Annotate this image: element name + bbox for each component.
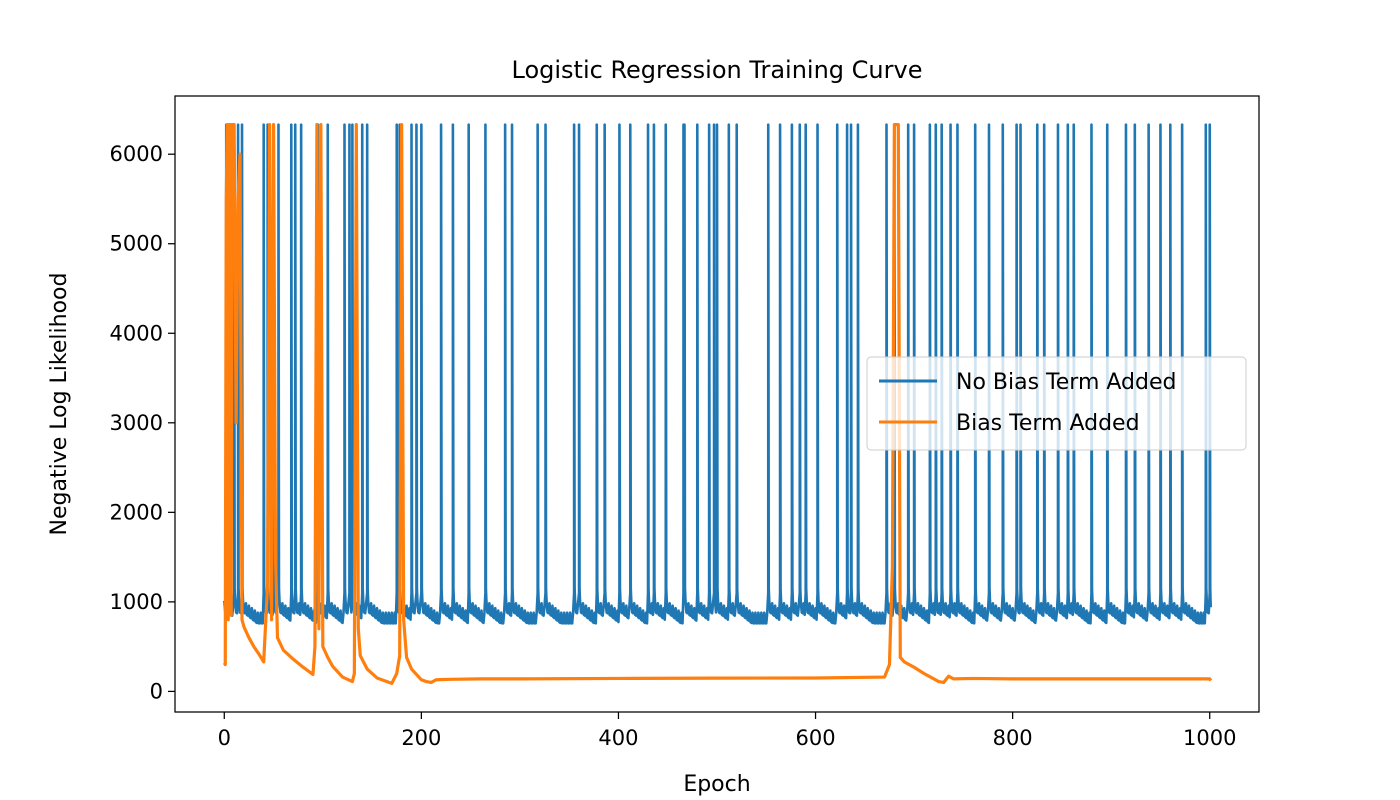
chart-title: Logistic Regression Training Curve bbox=[512, 56, 923, 84]
y-tick-label: 0 bbox=[150, 679, 163, 703]
x-axis-label: Epoch bbox=[683, 772, 750, 797]
plot-area: 0 200 400 600 800 1000 0 1000 2000 3000 4000 5000 6… bbox=[110, 95, 1260, 750]
x-tick-label: 0 bbox=[218, 726, 231, 750]
series-line-no-bias bbox=[222, 123, 1213, 625]
y-tick-label: 3000 bbox=[110, 411, 163, 435]
y-tick-label: 6000 bbox=[110, 142, 163, 166]
x-axis-ticks: 0 200 400 600 800 1000 bbox=[218, 712, 1236, 750]
x-tick-label: 800 bbox=[993, 726, 1033, 750]
y-axis-ticks: 0 1000 2000 3000 4000 5000 6000 bbox=[110, 142, 175, 703]
legend-label-bias: Bias Term Added bbox=[956, 411, 1140, 436]
y-axis-label: Negative Log Likelihood bbox=[47, 273, 72, 536]
legend-frame bbox=[866, 356, 1247, 451]
x-tick-label: 200 bbox=[401, 726, 441, 750]
axes-frame bbox=[174, 95, 1260, 713]
series-layer bbox=[222, 123, 1213, 685]
legend-label-no-bias: No Bias Term Added bbox=[956, 370, 1176, 395]
x-tick-label: 600 bbox=[795, 726, 835, 750]
series-line-bias bbox=[222, 123, 1213, 685]
legend: No Bias Term Added Bias Term Added bbox=[866, 356, 1247, 451]
x-tick-label: 400 bbox=[598, 726, 638, 750]
y-tick-label: 2000 bbox=[110, 500, 163, 524]
y-tick-label: 1000 bbox=[110, 590, 163, 614]
x-tick-label: 1000 bbox=[1183, 726, 1236, 750]
y-tick-label: 5000 bbox=[110, 232, 163, 256]
y-tick-label: 4000 bbox=[110, 321, 163, 345]
